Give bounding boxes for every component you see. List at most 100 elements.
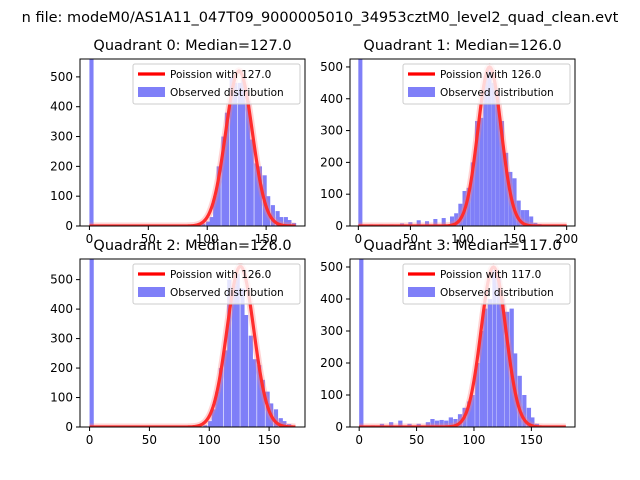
quadrant-3-poisson-curve-halo <box>359 263 566 427</box>
quadrant-3-hist-bar <box>530 417 535 427</box>
quadrant-1-hist-bar <box>504 152 509 226</box>
quadrant-2-hist-bar <box>252 359 257 427</box>
quadrant-2-hist-bar <box>89 259 94 427</box>
quadrant-0-legend: Poission with 127.0 Observed distribution <box>132 63 301 105</box>
quadrant-3-xtick-label: 0 <box>355 433 363 447</box>
quadrant-0-ytick-label: 300 <box>50 130 73 144</box>
quadrant-2-hist-bar <box>211 409 216 427</box>
quadrant-0-hist-bar <box>221 136 226 226</box>
quadrant-0-legend-box <box>132 63 301 105</box>
quadrant-2-ytick-label: 500 <box>50 273 73 287</box>
quadrant-2-hist-bar <box>257 365 262 427</box>
quadrant-3-hist-bar <box>425 422 431 427</box>
quadrant-1-hist-bar <box>495 92 500 226</box>
quadrant-3-ytick-label: 0 <box>335 420 343 434</box>
quadrant-3-title: Quadrant 3: Median=117.0 <box>363 238 561 254</box>
quadrant-2-xtick-label: 100 <box>198 433 221 447</box>
quadrant-2-title: Quadrant 2: Median=126.0 <box>93 238 291 254</box>
quadrant-1-hist-bar <box>525 210 530 226</box>
quadrant-3-xtick-label: 50 <box>409 433 424 447</box>
quadrant-1-panel: 0 50 100 150 200 0 100 200 300 400 500 Quadrant 1: … <box>320 38 578 246</box>
quadrant-0-hist-bar <box>89 59 94 226</box>
quadrant-2-hist-bar <box>282 421 287 427</box>
quadrant-1-ytick-label: 500 <box>320 60 343 74</box>
quadrant-1-hist-bar <box>416 220 421 226</box>
quadrant-3-hist-bar <box>500 299 505 427</box>
quadrant-2-legend-box <box>132 263 301 305</box>
quadrant-0-hist-bar <box>201 223 206 226</box>
quadrant-0-hist-bar <box>229 76 234 226</box>
quadrant-2-hist-bar <box>231 285 237 427</box>
quadrant-0-hist-bar <box>213 196 218 226</box>
figure-suptitle: n file: modeM0/AS1A11_047T09_9000005010_… <box>22 10 619 26</box>
quadrant-0-xtick-label: 150 <box>255 232 278 246</box>
quadrant-2-legend-hist-label: Observed distribution <box>170 287 284 299</box>
quadrant-0-ytick-label: 200 <box>50 159 73 173</box>
quadrant-2-panel: 0 50 100 150 0 100 200 300 400 500 Quadrant 2: Med… <box>50 238 306 447</box>
quadrant-1-hist-bar <box>487 66 492 226</box>
quadrant-0-legend-hist-label: Observed distribution <box>170 87 284 99</box>
quadrant-0-hist-bar <box>279 217 284 226</box>
quadrant-0-xtick-label: 0 <box>86 232 94 246</box>
quadrant-1-xtick-label: 50 <box>403 232 418 246</box>
quadrant-3-hist-bar <box>470 395 475 427</box>
quadrant-3-frame <box>349 258 576 428</box>
quadrant-3-ytick-label: 500 <box>320 260 343 274</box>
quadrant-3-hist-bar <box>522 395 527 427</box>
quadrant-1-hist-bar <box>470 162 475 226</box>
quadrant-1-hist-bar <box>479 117 484 226</box>
quadrant-1-legend-fit-label: Poission with 126.0 <box>440 69 541 81</box>
quadrant-0-hist-bar <box>241 76 246 226</box>
quadrant-3-poisson-curve <box>359 265 566 427</box>
quadrant-0-ytick-label: 0 <box>65 219 73 233</box>
quadrant-2-hist-bar <box>203 425 208 427</box>
quadrant-3-hist-bar <box>467 401 472 427</box>
quadrant-3-hist-bar <box>434 420 440 427</box>
quadrant-0-hist-bar <box>246 100 251 226</box>
quadrant-1-legend-hist-label: Observed distribution <box>440 87 554 99</box>
quadrant-1-ytick-label: 300 <box>320 124 343 138</box>
quadrant-2-hist-bar <box>223 350 228 427</box>
quadrant-3-hist-bar <box>517 375 522 427</box>
quadrant-1-hist-bar <box>458 203 463 226</box>
quadrant-0-hist-bar <box>287 220 292 226</box>
quadrant-3-legend-fit-label: Poission with 117.0 <box>440 269 541 281</box>
quadrant-2-hist-bar <box>218 368 224 427</box>
quadrant-0-legend-fit-label: Poission with 127.0 <box>170 69 271 81</box>
quadrant-3-hist-bar <box>496 276 502 427</box>
quadrant-3-hist-bar <box>479 331 484 427</box>
quadrant-1-xtick-label: 100 <box>451 232 474 246</box>
quadrant-3-hist-bar <box>487 299 493 427</box>
quadrant-3-hist-bar <box>359 259 364 427</box>
quadrant-0-ytick-label: 500 <box>50 70 73 84</box>
quadrant-3-legend: Poission with 117.0 Observed distribution <box>402 263 571 305</box>
quadrant-1-hist-bar <box>516 200 521 226</box>
quadrant-3-hist-bar <box>475 363 480 427</box>
quadrant-2-hist-bar <box>243 315 249 427</box>
quadrant-2-xtick-label: 50 <box>142 433 157 447</box>
quadrant-3-plot <box>359 259 566 427</box>
quadrant-1-ytick-label: 400 <box>320 92 343 106</box>
quadrant-3-ytick-label: 300 <box>320 324 343 338</box>
quadrant-1-hist-bar <box>358 59 363 226</box>
quadrant-1-hist-bar <box>454 213 459 226</box>
quadrant-1-hist-bar <box>529 216 534 226</box>
quadrant-0-legend-hist-swatch <box>138 87 165 97</box>
quadrant-0-hist-bar <box>237 82 242 226</box>
quadrant-1-hist-bar <box>425 221 430 226</box>
quadrant-2-legend: Poission with 126.0 Observed distribution <box>132 263 301 305</box>
quadrant-3-hist-bar <box>526 407 532 427</box>
quadrant-1-xtick-label: 200 <box>555 232 578 246</box>
quadrant-2-hist-bar <box>208 421 213 427</box>
quadrant-3-hist-bar <box>448 417 453 427</box>
quadrant-2-hist-bar <box>260 379 265 427</box>
quadrant-2-ytick-label: 100 <box>50 391 73 405</box>
quadrant-1-hist-bar <box>491 82 496 226</box>
quadrant-1-legend-hist-swatch <box>408 87 435 97</box>
quadrant-2-xtick-label: 0 <box>86 433 94 447</box>
quadrant-1-xtick-label: 150 <box>503 232 526 246</box>
quadrant-1-ytick-label: 0 <box>335 219 343 233</box>
quadrant-3-hist-bar <box>439 419 444 427</box>
quadrant-3-hist-bar <box>430 419 435 427</box>
